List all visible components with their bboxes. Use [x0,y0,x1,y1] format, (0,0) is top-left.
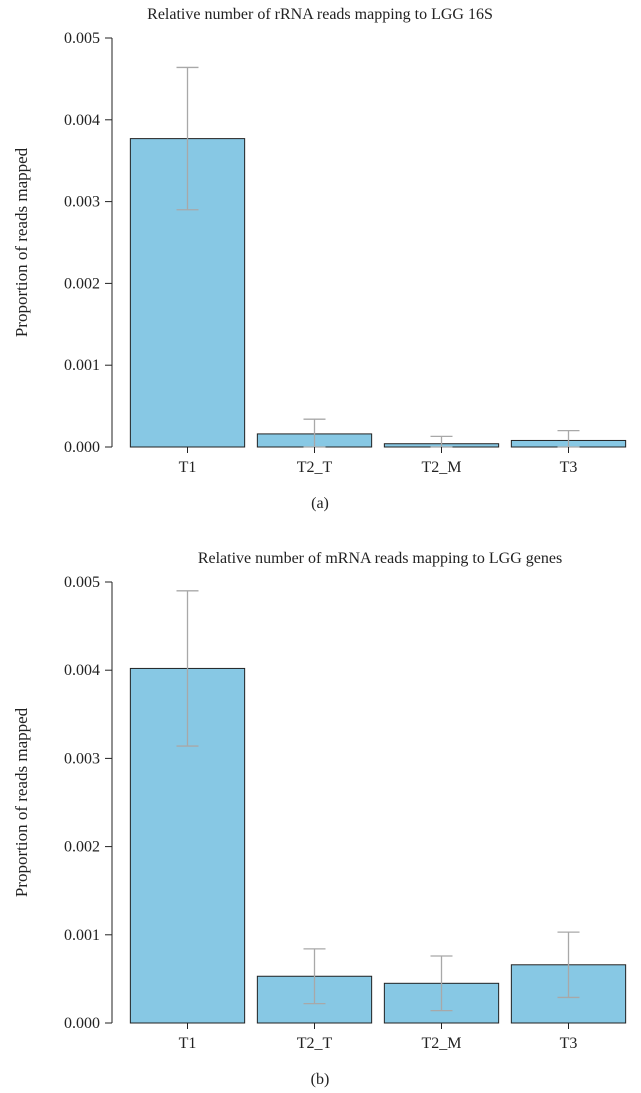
chart-title: Relative number of rRNA reads mapping to… [147,6,493,23]
x-tick-label: T3 [560,459,578,476]
chart-title: Relative number of mRNA reads mapping to… [198,550,562,567]
y-tick-label: 0.005 [64,574,100,591]
y-axis-label: Proportion of reads mapped [12,147,31,337]
y-tick-label: 0.000 [64,439,100,456]
chart-panel-a: Relative number of rRNA reads mapping to… [12,6,627,512]
chart-panel-b: Relative number of mRNA reads mapping to… [12,550,627,1088]
x-tick-label: T1 [179,1035,197,1052]
x-tick-label: T2_T [297,1035,333,1052]
x-tick-label: T2_M [422,459,462,476]
x-tick-label: T2_M [422,1035,462,1052]
y-tick-label: 0.005 [64,30,100,47]
y-tick-label: 0.000 [64,1015,100,1032]
y-tick-label: 0.002 [64,839,100,856]
x-tick-label: T3 [560,1035,578,1052]
y-tick-label: 0.004 [64,662,100,679]
y-tick-label: 0.003 [64,750,100,767]
y-tick-label: 0.001 [64,357,100,374]
y-tick-label: 0.002 [64,275,100,292]
y-axis-label: Proportion of reads mapped [12,707,31,897]
x-tick-label: T1 [179,459,197,476]
panel-label: (a) [311,495,329,512]
y-tick-label: 0.001 [64,927,100,944]
panel-label: (b) [311,1071,330,1088]
x-tick-label: T2_T [297,459,333,476]
y-tick-label: 0.003 [64,194,100,211]
y-tick-label: 0.004 [64,112,100,129]
